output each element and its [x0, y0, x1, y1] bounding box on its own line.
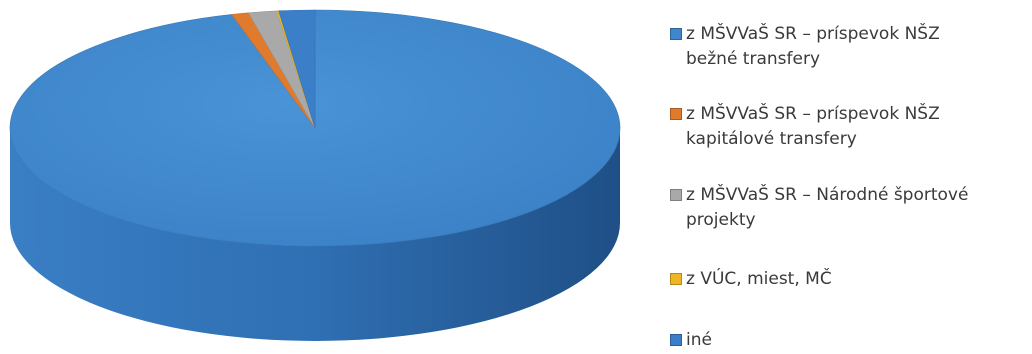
legend-label: z MŠVVaŠ SR – príspevok NŠZ kapitálové t…: [686, 104, 940, 149]
legend-label: z MŠVVaŠ SR – Národné športové projekty: [686, 185, 969, 230]
legend-label: iné: [686, 330, 712, 350]
legend-swatch: [670, 108, 682, 120]
legend-item: iné: [670, 328, 1016, 353]
legend-swatch: [670, 334, 682, 346]
legend-swatch: [670, 189, 682, 201]
pie-chart: [9, 9, 621, 341]
pie-chart-svg: [9, 9, 621, 341]
legend-item: z VÚC, miest, MČ: [670, 267, 1016, 292]
pie-side: [10, 128, 620, 341]
legend-item: z MŠVVaŠ SR – Národné športové projekty: [670, 183, 1016, 233]
legend-label: z VÚC, miest, MČ: [686, 269, 832, 289]
legend-swatch: [670, 273, 682, 285]
legend-swatch: [670, 28, 682, 40]
legend-item: z MŠVVaŠ SR – príspevok NŠZ kapitálové t…: [670, 102, 1016, 152]
pie-slice: [278, 9, 316, 129]
legend-label: z MŠVVaŠ SR – príspevok NŠZ bežné transf…: [686, 24, 940, 69]
legend-item: z MŠVVaŠ SR – príspevok NŠZ bežné transf…: [670, 22, 1016, 72]
